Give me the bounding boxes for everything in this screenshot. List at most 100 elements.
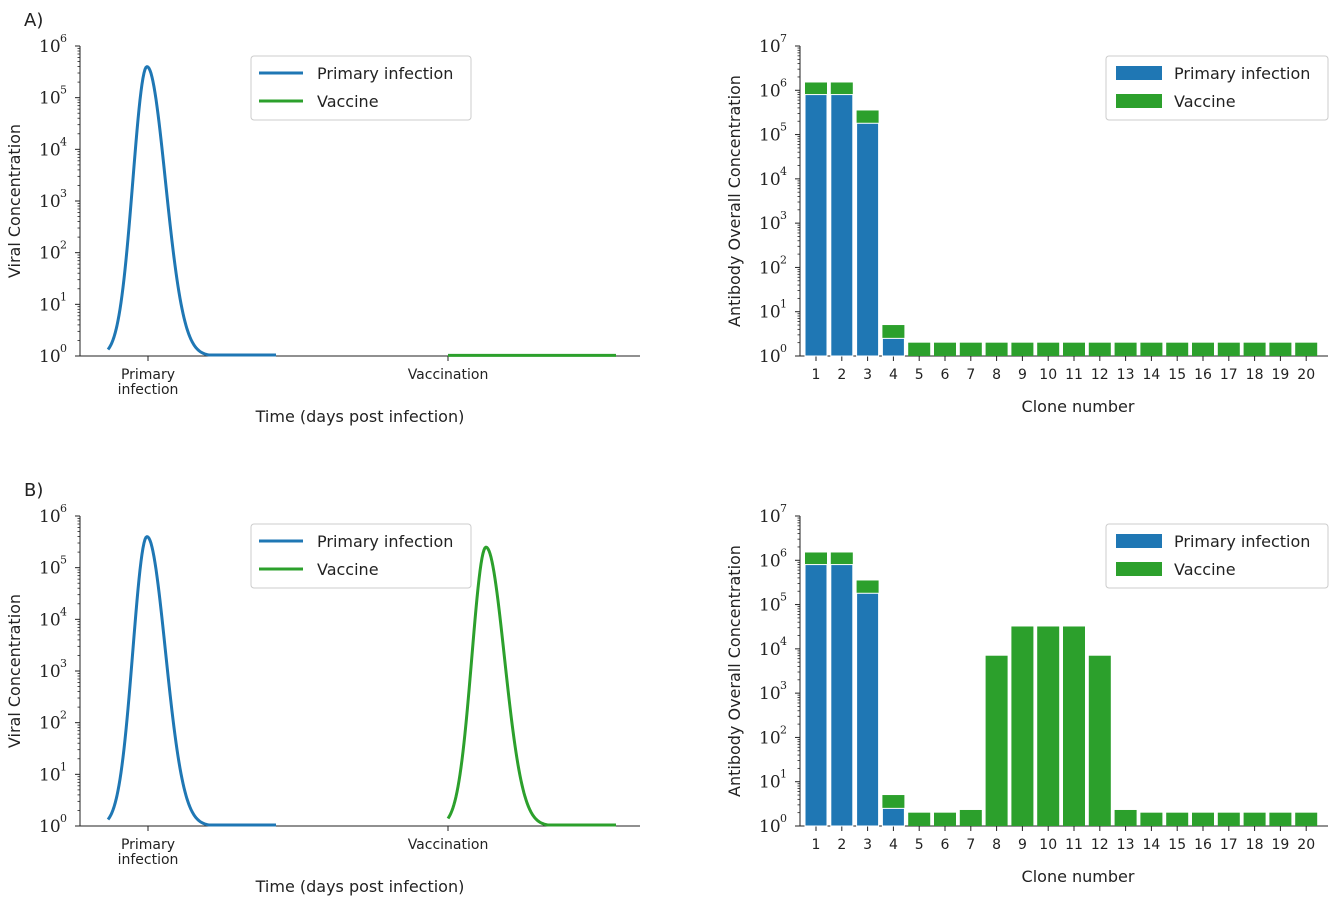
- y-tick-exponent: 2: [780, 723, 787, 736]
- bar-vaccine: [908, 342, 931, 356]
- bar-vaccine: [1295, 342, 1318, 356]
- legend-swatch-bar: [1116, 94, 1162, 108]
- legend-box: [250, 523, 472, 589]
- bar-vaccine: [1243, 812, 1266, 826]
- y-tick-label: 10 1: [759, 768, 787, 793]
- x-tick-label: 2: [837, 837, 846, 853]
- y-tick-label: 10 6: [39, 32, 67, 57]
- y-tick-base: 10: [759, 728, 781, 748]
- y-tick-label: 10 2: [759, 723, 787, 748]
- y-tick-label: 10 6: [39, 502, 67, 527]
- bar-vaccine: [1037, 342, 1060, 356]
- x-tick-label: 15: [1168, 837, 1186, 853]
- x-tick-label: 15: [1168, 367, 1186, 383]
- bar-vaccine: [1166, 812, 1189, 826]
- x-tick-label: 5: [915, 837, 924, 853]
- y-tick-exponent: 0: [60, 342, 67, 355]
- y-tick-exponent: 6: [60, 502, 67, 515]
- y-tick-base: 10: [39, 244, 61, 264]
- y-tick-base: 10: [759, 507, 781, 527]
- y-tick-label: 10 4: [759, 165, 787, 190]
- x-tick-label: 20: [1297, 837, 1315, 853]
- y-tick-exponent: 1: [780, 298, 787, 311]
- y-tick-exponent: 3: [60, 657, 67, 670]
- y-tick-base: 10: [39, 559, 61, 579]
- legend-label: Primary infection: [1174, 64, 1310, 83]
- x-tick-label: 6: [941, 837, 950, 853]
- y-tick-label: 10 7: [759, 502, 787, 527]
- x-tick-label: 1: [812, 367, 821, 383]
- x-tick-label: 17: [1220, 837, 1238, 853]
- bar-vaccine: [1243, 342, 1266, 356]
- bar-primary-infection: [881, 807, 905, 827]
- bar-vaccine: [959, 809, 982, 826]
- x-tick-label: 10: [1039, 367, 1057, 383]
- x-tick-label: 10: [1039, 837, 1057, 853]
- y-tick-base: 10: [759, 37, 781, 57]
- x-tick-label: 6: [941, 367, 950, 383]
- bar-primary-infection: [830, 94, 854, 357]
- x-tick-label: 1: [812, 837, 821, 853]
- y-tick-label: 10 0: [39, 342, 67, 367]
- x-tick-label: Primary: [121, 367, 175, 383]
- bar-vaccine: [1063, 626, 1085, 826]
- x-tick-label: 3: [863, 367, 872, 383]
- y-tick-label: 10 1: [39, 290, 67, 315]
- x-tick-label: 3: [863, 837, 872, 853]
- y-tick-exponent: 0: [780, 342, 787, 355]
- y-tick-base: 10: [39, 817, 61, 837]
- y-tick-label: 10 3: [759, 679, 787, 704]
- y-tick-base: 10: [39, 140, 61, 160]
- y-tick-exponent: 5: [780, 591, 787, 604]
- panel-label: B): [24, 480, 43, 501]
- y-tick-base: 10: [759, 214, 781, 234]
- y-tick-exponent: 4: [60, 135, 67, 148]
- y-tick-label: 10 4: [39, 135, 67, 160]
- y-tick-base: 10: [759, 817, 781, 837]
- y-tick-exponent: 5: [780, 121, 787, 134]
- y-axis-title: Antibody Overall Concentration: [725, 75, 744, 327]
- legend-box: [250, 55, 472, 121]
- y-tick-label: 10 6: [759, 546, 787, 571]
- series-line-primary-infection: [106, 535, 277, 827]
- bar-vaccine: [1063, 342, 1085, 356]
- y-tick-exponent: 0: [780, 812, 787, 825]
- bar-vaccine: [1114, 342, 1137, 356]
- bar-vaccine: [934, 342, 956, 356]
- y-axis-title: Viral Concentration: [5, 594, 24, 748]
- x-axis-title: Time (days post infection): [255, 407, 465, 426]
- bar-vaccine: [1295, 812, 1318, 826]
- y-tick-base: 10: [759, 347, 781, 367]
- y-tick-base: 10: [759, 81, 781, 101]
- y-tick-base: 10: [39, 295, 61, 315]
- y-tick-exponent: 2: [60, 239, 67, 252]
- x-tick-label: 14: [1142, 837, 1160, 853]
- bar-vaccine: [1166, 342, 1189, 356]
- y-tick-exponent: 6: [780, 76, 787, 89]
- y-tick-label: 10 5: [759, 591, 787, 616]
- y-tick-label: 10 5: [759, 121, 787, 146]
- y-tick-label: 10 3: [39, 657, 67, 682]
- x-tick-label: infection: [118, 852, 179, 868]
- bar-primary-infection: [856, 592, 880, 827]
- y-tick-base: 10: [759, 126, 781, 146]
- y-tick-base: 10: [39, 347, 61, 367]
- y-tick-label: 10 2: [39, 709, 67, 734]
- y-tick-exponent: 7: [780, 32, 787, 45]
- y-tick-label: 10 3: [759, 209, 787, 234]
- panel-label: A): [24, 10, 43, 31]
- y-tick-base: 10: [759, 303, 781, 323]
- y-tick-label: 10 1: [759, 298, 787, 323]
- x-tick-label: 11: [1065, 837, 1083, 853]
- y-tick-exponent: 5: [60, 84, 67, 97]
- x-tick-label: 20: [1297, 367, 1315, 383]
- y-tick-exponent: 7: [780, 502, 787, 515]
- y-tick-exponent: 2: [60, 709, 67, 722]
- x-tick-label: Vaccination: [408, 837, 489, 853]
- legend-swatch-bar: [1116, 66, 1162, 80]
- bar-vaccine: [1037, 626, 1060, 826]
- bar-primary-infection: [804, 564, 828, 827]
- legend-label: Primary infection: [317, 532, 453, 551]
- y-tick-label: 10 4: [39, 605, 67, 630]
